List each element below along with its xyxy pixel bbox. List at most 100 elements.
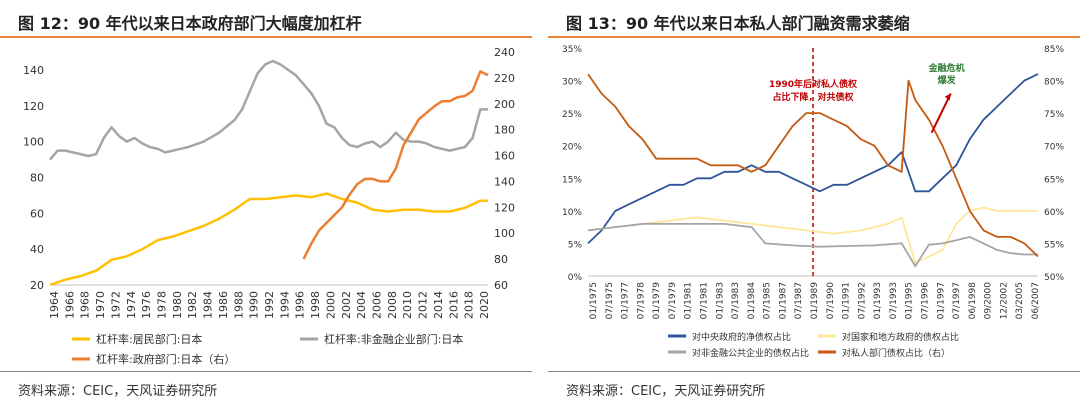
x-tick-label: 01/1983 <box>715 282 725 319</box>
x-tick-label: 2020 <box>478 291 491 319</box>
x-tick-label: 1982 <box>186 291 199 319</box>
chart-panel-2: 图 13：90 年代以来日本私人部门融资需求萎缩 0% 5% 10% 15% 20% 25… <box>548 0 1080 405</box>
x-tick-label: 2008 <box>386 291 399 319</box>
right-tick-label: 80 <box>494 253 508 266</box>
x-tick-label: 1986 <box>217 291 230 319</box>
right-tick-label: 120 <box>494 201 515 214</box>
right-tick-label: 70% <box>1044 143 1064 153</box>
source-rule <box>0 371 532 372</box>
right-tick-label: 100 <box>494 227 515 240</box>
x-tick-label: 2016 <box>447 291 460 319</box>
right-tick-label: 50% <box>1044 273 1064 283</box>
x-tick-label: 07/1978 <box>636 282 646 320</box>
right-tick-label: 65% <box>1044 175 1064 185</box>
right-tick-label: 200 <box>494 98 515 111</box>
x-tick-label: 2018 <box>463 291 476 319</box>
x-tick-label: 1992 <box>263 291 276 319</box>
x-tick-label: 1976 <box>140 291 153 319</box>
annotation-text: 占比下降，对共债权 <box>772 91 854 103</box>
chart-title: 图 12：90 年代以来日本政府部门大幅度加杠杆 <box>18 14 362 33</box>
annotation-arrowhead <box>944 93 951 101</box>
series-line <box>587 222 1038 268</box>
x-tick-label: 01/1975 <box>589 282 599 319</box>
legend-label: 对非金融公共企业的债权占比 <box>692 347 809 359</box>
x-tick-label: 01/1991 <box>842 282 852 319</box>
x-tick-label: 01/1997 <box>936 282 946 319</box>
right-tick-label: 160 <box>494 150 515 163</box>
x-tick-label: 07/1993 <box>889 282 899 319</box>
x-tick-label: 1980 <box>171 291 184 319</box>
left-tick-label: 15% <box>562 175 582 185</box>
legend-label: 杠杆率:政府部门:日本（右） <box>96 352 235 366</box>
left-tick-label: 35% <box>562 45 582 55</box>
right-tick-label: 240 <box>494 46 515 59</box>
left-tick-label: 80 <box>30 171 44 184</box>
chart-source: 资料来源：CEIC，天风证券研究所 <box>566 384 766 399</box>
x-tick-label: 09/2000 <box>984 282 994 320</box>
x-tick-label: 1998 <box>309 291 322 319</box>
x-tick-label: 2014 <box>432 291 445 319</box>
x-tick-label: 01/1993 <box>873 282 883 319</box>
x-tick-label: 2006 <box>371 291 384 319</box>
x-tick-label: 2010 <box>401 291 414 319</box>
x-tick-label: 07/1985 <box>763 282 773 319</box>
left-tick-label: 0% <box>568 273 583 283</box>
annotation-text: 爆发 <box>938 74 957 86</box>
left-tick-label: 140 <box>23 64 44 77</box>
legend-label: 杠杆率:非金融企业部门:日本 <box>324 332 463 346</box>
x-tick-label: 1964 <box>48 291 61 319</box>
source-rule <box>548 371 1080 372</box>
x-tick-label: 07/1990 <box>826 282 836 320</box>
annotation-text: 金融危机 <box>928 62 965 74</box>
chart-panel-1: 图 12：90 年代以来日本政府部门大幅度加杠杆 20 40 60 80 100 120 1… <box>0 0 532 405</box>
series-line <box>302 70 489 260</box>
x-tick-label: 1984 <box>202 291 215 319</box>
chart-source: 资料来源：CEIC，天风证券研究所 <box>18 384 218 399</box>
x-tick-label: 2000 <box>324 291 337 319</box>
title-rule <box>548 36 1080 38</box>
x-tick-label: 01/1981 <box>684 282 694 319</box>
x-tick-label: 01/1984 <box>747 282 757 320</box>
left-tick-label: 20 <box>30 279 44 292</box>
chart-1-plot: 2040608010012014060801001201401601802002… <box>23 46 515 366</box>
right-tick-label: 140 <box>494 175 515 188</box>
right-tick-label: 55% <box>1044 240 1064 250</box>
x-tick-label: 07/1975 <box>605 282 615 319</box>
x-tick-label: 1970 <box>94 291 107 319</box>
chart-2-plot: 0% 5% 10% 15% 20% 25% 30% 35% 50% 55% 60% 65% 70% 75%… <box>562 45 1064 359</box>
left-tick-label: 20% <box>562 143 582 153</box>
x-tick-label: 2012 <box>417 291 430 319</box>
x-tick-label: 1994 <box>278 291 291 319</box>
x-tick-label: 12/2002 <box>999 282 1009 319</box>
right-tick-label: 220 <box>494 72 515 85</box>
x-tick-label: 1996 <box>294 291 307 319</box>
series-line <box>587 73 1039 258</box>
series-line <box>49 192 488 287</box>
right-tick-label: 80% <box>1044 78 1064 88</box>
x-tick-label: 2002 <box>340 291 353 319</box>
series-line <box>49 59 488 161</box>
x-tick-label: 06/1998 <box>968 282 978 320</box>
x-tick-label: 07/1992 <box>857 282 867 319</box>
left-tick-label: 5% <box>568 240 583 250</box>
right-tick-label: 60 <box>494 279 508 292</box>
x-tick-label: 1972 <box>109 291 122 319</box>
x-tick-label: 07/1987 <box>794 282 804 319</box>
x-tick-label: 07/1996 <box>921 282 931 320</box>
x-tick-label: 1988 <box>232 291 245 319</box>
x-tick-label: 07/1979 <box>668 282 678 320</box>
legend-label: 对私人部门债权占比（右） <box>842 347 950 359</box>
annotation-text: 1990年后对私人债权 <box>769 78 858 90</box>
chart-title: 图 13：90 年代以来日本私人部门融资需求萎缩 <box>566 14 910 33</box>
annotation-arrow <box>930 93 952 134</box>
series-line <box>587 73 1039 245</box>
series-line <box>587 206 1038 264</box>
x-tick-label: 1990 <box>248 291 261 319</box>
x-tick-label: 1978 <box>156 291 169 319</box>
right-tick-label: 180 <box>494 124 515 137</box>
left-tick-label: 30% <box>562 78 582 88</box>
legend-label: 对国家和地方政府的债权占比 <box>842 331 959 343</box>
x-tick-label: 1974 <box>125 291 138 319</box>
left-tick-label: 120 <box>23 100 44 113</box>
x-tick-label: 2004 <box>355 291 368 319</box>
